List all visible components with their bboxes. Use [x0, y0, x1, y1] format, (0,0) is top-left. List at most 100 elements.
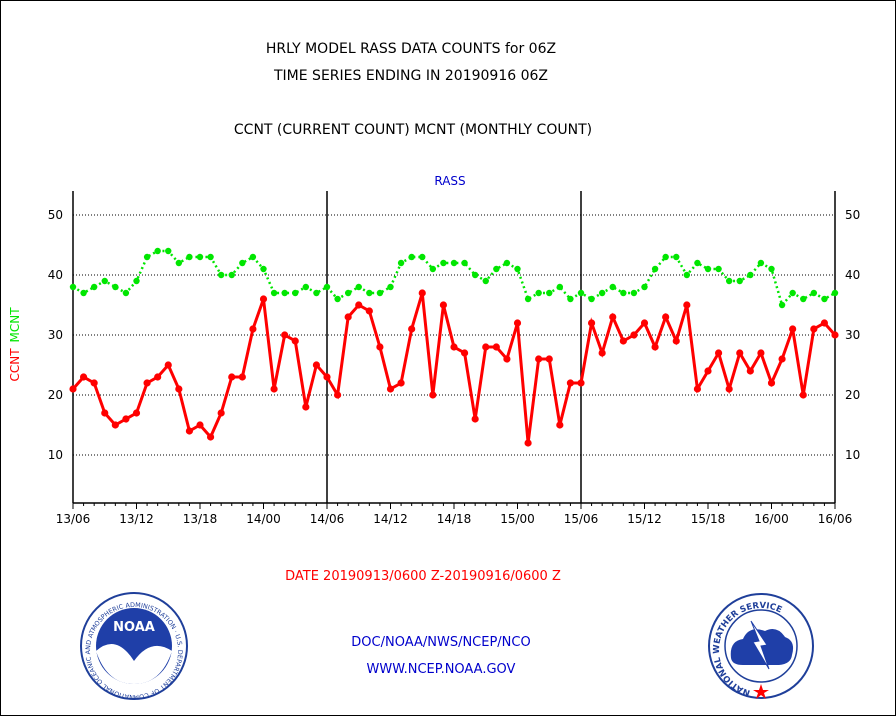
data-point-mcnt: [683, 271, 691, 279]
data-point-mcnt: [725, 277, 733, 285]
data-point-mcnt: [821, 295, 828, 303]
data-point-mcnt: [154, 247, 161, 255]
data-point-ccnt: [418, 289, 426, 297]
data-point-ccnt: [249, 325, 257, 333]
x-tick-label: 16/06: [818, 512, 853, 526]
y-tick-label-right: 50: [845, 208, 860, 222]
data-point-ccnt: [598, 349, 606, 357]
data-point-mcnt: [609, 283, 616, 291]
date-range-label: DATE 20190913/0600 Z-20190916/0600 Z: [285, 569, 561, 584]
data-point-mcnt: [313, 289, 320, 297]
data-point-ccnt: [291, 337, 299, 345]
data-point-mcnt: [323, 283, 331, 291]
y-axis-label-mcnt: MCNT: [8, 307, 22, 343]
x-tick-label: 15/00: [500, 512, 535, 526]
data-point-mcnt: [800, 295, 807, 303]
data-point-ccnt: [503, 355, 511, 363]
data-point-ccnt: [333, 391, 342, 399]
data-point-ccnt: [482, 343, 490, 351]
data-point-mcnt: [503, 259, 511, 267]
y-tick-label-left: 10: [48, 448, 63, 462]
data-point-mcnt: [789, 289, 796, 297]
data-point-ccnt: [651, 343, 659, 351]
x-tick-label: 14/18: [437, 512, 472, 526]
data-point-mcnt: [556, 283, 564, 291]
data-point-mcnt: [260, 265, 267, 273]
data-point-mcnt: [387, 283, 394, 291]
data-point-ccnt: [609, 313, 617, 321]
data-point-mcnt: [419, 253, 426, 261]
data-point-ccnt: [577, 379, 585, 387]
data-point-mcnt: [207, 253, 214, 261]
data-point-ccnt: [154, 373, 162, 381]
data-point-ccnt: [736, 349, 744, 357]
data-point-ccnt: [69, 385, 77, 393]
noaa-logo: NOAA NATIONAL OCEANIC AND ATMOSPHERIC AD…: [0, 0, 188, 701]
x-tick-label: 13/18: [183, 512, 218, 526]
data-point-mcnt: [239, 259, 246, 267]
x-tick-label: 13/12: [119, 512, 154, 526]
data-point-mcnt: [397, 259, 405, 267]
credit-url-link[interactable]: WWW.NCEP.NOAA.GOV: [367, 662, 516, 677]
x-tick-label: 15/06: [564, 512, 599, 526]
data-point-mcnt: [704, 265, 712, 273]
data-point-mcnt: [831, 289, 839, 297]
data-series: [69, 247, 839, 447]
data-point-mcnt: [577, 289, 585, 297]
data-point-ccnt: [164, 361, 172, 369]
data-point-mcnt: [694, 259, 701, 267]
data-point-ccnt: [101, 409, 109, 417]
data-point-mcnt: [69, 283, 77, 291]
data-point-ccnt: [725, 385, 733, 393]
data-point-ccnt: [662, 313, 670, 321]
data-point-ccnt: [386, 385, 395, 393]
data-point-ccnt: [302, 403, 310, 411]
data-point-mcnt: [80, 289, 87, 297]
data-point-ccnt: [344, 313, 352, 321]
series-mcnt: [69, 247, 839, 309]
data-point-mcnt: [588, 295, 595, 303]
data-point-ccnt: [206, 433, 215, 441]
data-point-ccnt: [746, 367, 754, 375]
data-point-mcnt: [196, 253, 204, 261]
data-point-ccnt: [238, 373, 246, 381]
data-point-ccnt: [175, 385, 183, 393]
data-point-mcnt: [366, 289, 373, 297]
y-tick-label-left: 30: [48, 328, 63, 342]
data-point-ccnt: [556, 421, 564, 429]
data-point-mcnt: [662, 253, 669, 261]
data-point-mcnt: [249, 253, 257, 261]
credit-org-link[interactable]: DOC/NOAA/NWS/NCEP/NCO: [351, 635, 530, 650]
series-ccnt: [69, 289, 839, 447]
data-point-ccnt: [196, 421, 204, 429]
gridlines: [73, 191, 835, 503]
x-tick-label: 15/18: [691, 512, 726, 526]
y-tick-label-left: 40: [48, 268, 63, 282]
data-point-mcnt: [112, 283, 119, 291]
data-point-mcnt: [482, 277, 489, 285]
data-point-mcnt: [567, 295, 574, 303]
data-point-mcnt: [514, 265, 521, 273]
nws-logo: NATIONAL WEATHER SERVICE: [708, 593, 814, 699]
data-point-mcnt: [90, 283, 98, 291]
data-point-ccnt: [450, 343, 458, 351]
data-point-ccnt: [630, 331, 638, 339]
data-point-mcnt: [630, 289, 638, 297]
data-point-ccnt: [672, 337, 680, 345]
data-point-ccnt: [619, 337, 627, 345]
y-tick-label-right: 30: [845, 328, 860, 342]
data-point-mcnt: [376, 289, 384, 297]
data-point-mcnt: [101, 277, 108, 285]
data-point-ccnt: [408, 325, 416, 333]
data-point-ccnt: [566, 379, 575, 387]
data-point-mcnt: [535, 289, 542, 297]
data-point-ccnt: [185, 427, 194, 435]
data-point-ccnt: [789, 325, 797, 333]
data-point-mcnt: [493, 265, 500, 273]
data-point-ccnt: [429, 391, 437, 399]
data-point-ccnt: [217, 409, 225, 417]
data-point-ccnt: [312, 361, 321, 369]
data-point-mcnt: [778, 301, 786, 309]
data-point-ccnt: [513, 319, 522, 327]
